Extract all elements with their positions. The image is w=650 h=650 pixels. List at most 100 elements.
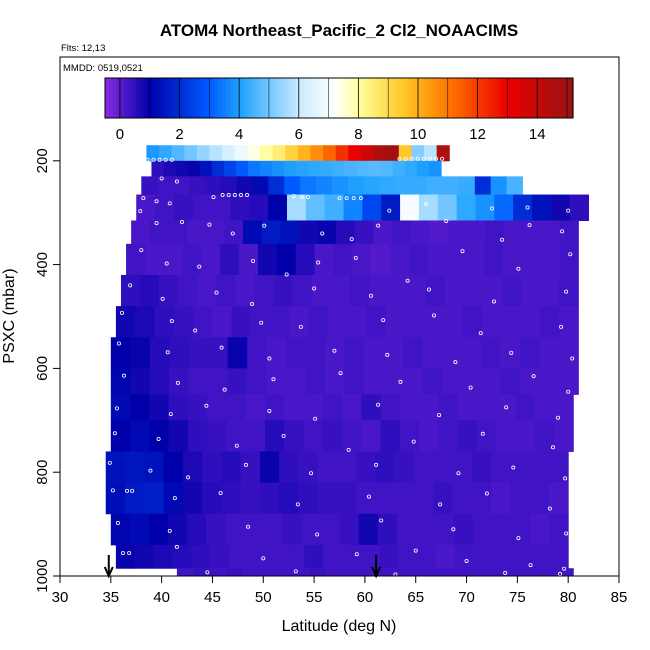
heatmap-cell: [115, 306, 136, 338]
sample-point: [500, 237, 505, 242]
heatmap-cell: [285, 544, 305, 569]
sample-point: [214, 290, 219, 295]
heatmap-cell: [169, 337, 190, 369]
heatmap-cell: [500, 368, 521, 395]
heatmap-cell: [173, 194, 194, 221]
colorbar-segment: [354, 78, 360, 118]
heatmap-cell: [322, 394, 343, 421]
heatmap-cell: [245, 420, 266, 452]
heatmap-cell: [534, 394, 555, 421]
sample-point: [320, 231, 325, 236]
colorbar-segment: [128, 78, 133, 118]
heatmap-cell: [227, 337, 248, 369]
heatmap-cell: [371, 243, 391, 276]
heatmap-cell: [433, 482, 454, 515]
y-tick-label: 600: [34, 356, 51, 381]
heatmap-cell: [336, 482, 357, 515]
heatmap-cell: [427, 243, 447, 276]
sample-point: [148, 468, 153, 473]
heatmap-cell: [199, 160, 213, 177]
sample-point: [511, 465, 516, 470]
heatmap-cell: [520, 306, 541, 338]
heatmap-cell: [476, 394, 497, 421]
heatmap-cell: [496, 420, 516, 452]
heatmap-cell: [308, 160, 321, 177]
sample-point: [427, 156, 432, 161]
heatmap-cell: [245, 394, 266, 421]
heatmap-cell: [300, 176, 317, 196]
heatmap-cell: [207, 394, 227, 421]
heatmap-cell: [129, 513, 150, 546]
heatmap-cell: [373, 220, 393, 245]
heatmap-cell: [559, 306, 579, 338]
sample-point: [354, 552, 359, 557]
sample-point: [337, 196, 342, 201]
sample-point: [119, 310, 124, 315]
colorbar-tick-label: 8: [354, 126, 362, 143]
heatmap-cell: [110, 337, 131, 369]
sample-point: [169, 157, 174, 162]
colorbar-tick-label: 0: [116, 126, 124, 143]
x-tick-label: 40: [153, 589, 170, 606]
sample-point: [122, 373, 127, 378]
heatmap-cell: [197, 274, 217, 307]
heatmap-cell: [193, 568, 211, 577]
sample-points: [107, 156, 575, 577]
colorbar-segment: [506, 78, 512, 118]
heatmap-cell: [247, 145, 261, 162]
colorbar-segment: [342, 78, 348, 118]
heatmap-cell: [292, 274, 313, 307]
heatmap-cell: [144, 482, 165, 515]
colorbar-segment: [424, 78, 430, 118]
sample-point: [172, 496, 177, 501]
heatmap-cell: [284, 420, 305, 452]
colorbar-segment: [448, 78, 453, 118]
heatmap-cell: [392, 220, 412, 245]
sample-point: [169, 319, 174, 324]
heatmap-cell: [447, 220, 468, 245]
heatmap-cell: [457, 568, 475, 577]
sample-point: [556, 415, 561, 420]
heatmap-cell: [480, 368, 501, 395]
sample-point: [219, 345, 224, 350]
colorbar-segment: [331, 78, 336, 118]
heatmap-cell: [400, 194, 420, 221]
sample-point: [157, 157, 162, 162]
heatmap-cell: [168, 394, 189, 421]
colorbar-segment: [147, 78, 153, 118]
heatmap-cell: [305, 337, 326, 369]
x-axis: 30 35 40 45 50 55 60 65 70 75 80 85: [52, 576, 627, 606]
heatmap-cell: [239, 243, 259, 276]
colorbar-segment: [405, 78, 410, 118]
sample-point: [186, 475, 191, 480]
heatmap-cell: [375, 568, 393, 577]
heatmap-cell: [342, 394, 362, 421]
sample-point: [151, 157, 156, 162]
colorbar-segment: [491, 78, 496, 118]
heatmap-cell: [441, 368, 462, 395]
heatmap-cell: [540, 274, 560, 307]
heatmap-cell: [342, 544, 362, 569]
heatmap-cell: [331, 176, 349, 196]
sample-point: [309, 471, 314, 476]
sample-point: [332, 348, 337, 353]
heatmap-cell: [259, 482, 280, 515]
heatmap-cell: [191, 544, 211, 569]
heatmap-cell: [521, 274, 541, 307]
colorbar-segment: [339, 78, 344, 118]
x-tick-label: 65: [407, 589, 424, 606]
heatmap-cell: [415, 513, 436, 546]
colorbar-segment: [116, 78, 122, 118]
colorbar-segment: [124, 78, 129, 118]
sample-point: [398, 379, 403, 384]
heatmap-cell: [182, 243, 202, 276]
sample-point: [440, 156, 445, 161]
sample-point: [437, 413, 442, 418]
heatmap-cell: [244, 513, 264, 546]
sample-point: [139, 248, 144, 253]
heatmap-cell: [558, 337, 579, 369]
heatmap-cell: [502, 243, 523, 276]
sample-point: [376, 402, 381, 407]
heatmap-cell: [347, 176, 365, 196]
